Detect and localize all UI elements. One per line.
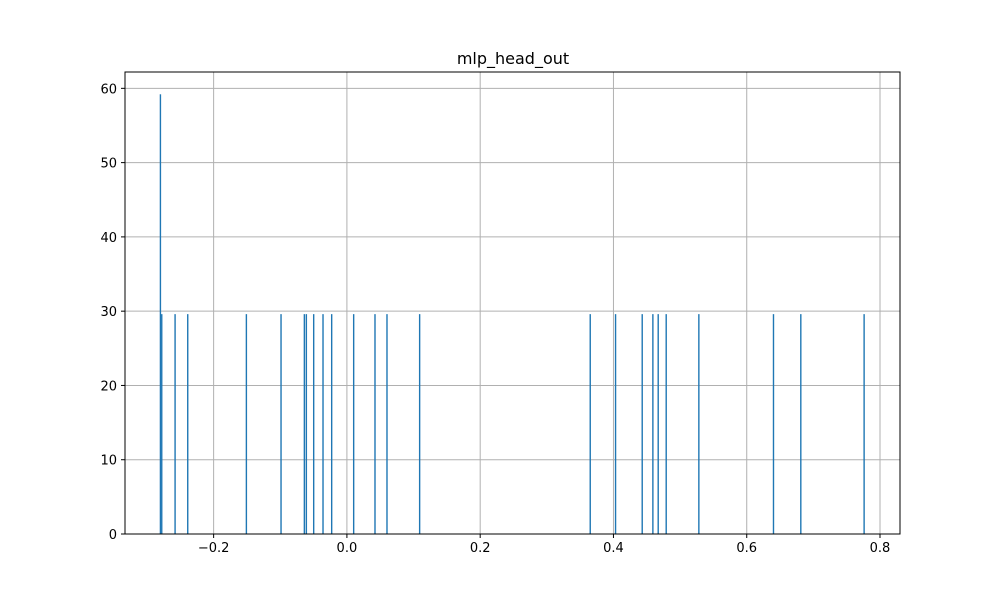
histogram-bar-0 xyxy=(159,94,162,534)
histogram-bar-13 xyxy=(386,314,388,534)
x-tick-label-0: −0.2 xyxy=(198,541,230,556)
x-tick-label-1: 0.0 xyxy=(337,541,358,556)
histogram-bar-23 xyxy=(800,314,802,534)
histogram-bar-17 xyxy=(641,314,643,534)
x-tick-label-5: 0.8 xyxy=(870,541,891,556)
histogram-bar-9 xyxy=(322,314,324,534)
histogram-bar-21 xyxy=(698,314,700,534)
y-tick-label-4: 40 xyxy=(100,231,117,246)
y-tick-label-3: 30 xyxy=(100,305,117,320)
histogram-bar-8 xyxy=(312,314,315,534)
y-tick-label-5: 50 xyxy=(100,157,117,172)
x-tick-label-4: 0.6 xyxy=(736,541,757,556)
x-tick-label-3: 0.4 xyxy=(603,541,624,556)
y-tick-label-1: 10 xyxy=(100,454,117,469)
histogram-bar-7 xyxy=(305,314,308,534)
histogram-bar-5 xyxy=(280,314,282,534)
histogram-bar-4 xyxy=(245,314,248,534)
histogram-bar-20 xyxy=(665,314,667,534)
histogram-bar-22 xyxy=(772,314,775,534)
y-axis-ticks: 0 10 20 30 40 50 60 xyxy=(100,82,125,543)
histogram-bar-15 xyxy=(589,314,591,534)
histogram-bar-19 xyxy=(657,314,659,534)
y-tick-label-2: 20 xyxy=(100,379,117,394)
histogram-bar-3 xyxy=(187,314,189,534)
y-tick-label-0: 0 xyxy=(109,528,117,543)
bars-group xyxy=(159,94,865,534)
plot-frame xyxy=(124,71,901,535)
histogram-bar-18 xyxy=(652,314,654,534)
grid-lines xyxy=(125,72,900,535)
histogram-bar-14 xyxy=(418,314,421,534)
histogram-bar-11 xyxy=(352,314,355,534)
histogram-bar-24 xyxy=(863,314,865,534)
histogram-bar-1 xyxy=(161,314,163,534)
histogram-bar-16 xyxy=(614,314,617,534)
histogram-bar-10 xyxy=(330,314,333,534)
histogram-bar-6 xyxy=(303,314,306,534)
x-axis-ticks: −0.2 0.0 0.2 0.4 0.6 0.8 xyxy=(198,534,891,556)
histogram-bar-2 xyxy=(174,314,176,534)
x-tick-label-2: 0.2 xyxy=(470,541,491,556)
y-tick-label-6: 60 xyxy=(100,82,117,97)
histogram-bar-12 xyxy=(374,314,376,534)
chart-title: mlp_head_out xyxy=(457,49,569,69)
